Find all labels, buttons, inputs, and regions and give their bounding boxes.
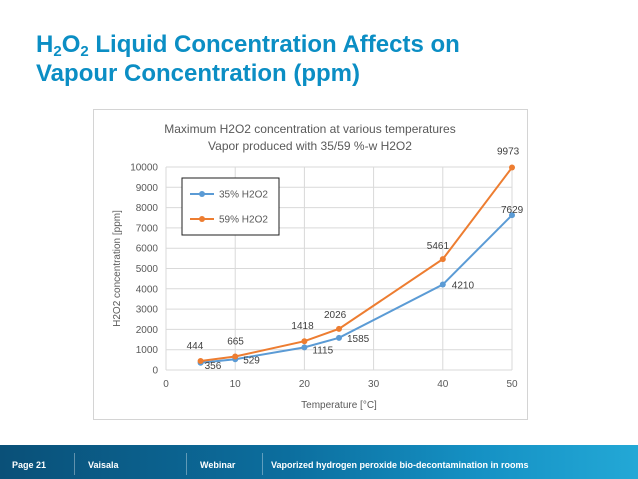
y-tick-label: 1000 <box>136 345 159 356</box>
data-label: 7629 <box>501 205 524 216</box>
data-label: 9973 <box>497 147 520 158</box>
data-point <box>336 325 342 332</box>
slide-title: H2O2 Liquid Concentration Affects on Vap… <box>36 30 626 88</box>
data-point <box>439 281 446 288</box>
chart-frame: Maximum H2O2 concentration at various te… <box>93 109 528 420</box>
data-label: 4210 <box>452 281 475 292</box>
chart-subtitle: Vapor produced with 35/59 %-w H2O2 <box>208 139 412 153</box>
x-tick-label: 30 <box>368 379 380 390</box>
slide-title-line1: H2O2 Liquid Concentration Affects on <box>36 30 626 59</box>
y-tick-label: 3000 <box>136 305 159 316</box>
title-part-o: O <box>61 31 81 58</box>
data-point <box>509 164 515 171</box>
data-label: 665 <box>227 337 244 348</box>
title-subscript-2a: 2 <box>53 43 62 60</box>
footer-event-type: Webinar <box>200 460 236 470</box>
series-line-1 <box>200 214 513 364</box>
footer-topic: Vaporized hydrogen peroxide bio-decontam… <box>271 460 529 470</box>
title-subscript-2b: 2 <box>80 43 89 60</box>
legend-swatch-marker <box>199 216 205 222</box>
data-point <box>439 256 446 263</box>
chart-title: Maximum H2O2 concentration at various te… <box>164 122 455 136</box>
series-line-2 <box>200 166 513 362</box>
data-label: 529 <box>243 355 260 366</box>
x-axis-label: Temperature [°C] <box>301 400 377 411</box>
y-axis-label: H2O2 concentration [ppm] <box>112 210 123 327</box>
title-part-h: H <box>36 31 54 58</box>
data-point <box>336 334 342 341</box>
data-label: 2026 <box>324 310 347 321</box>
y-tick-label: 4000 <box>136 284 159 295</box>
data-point <box>197 357 204 364</box>
data-point <box>232 353 239 360</box>
legend-entry: 35% H2O2 <box>219 190 268 201</box>
y-tick-label: 6000 <box>136 244 159 255</box>
data-label: 356 <box>205 361 222 372</box>
data-point <box>509 212 515 219</box>
x-tick-label: 10 <box>230 379 242 390</box>
footer-bar: Page 21 Vaisala Webinar Vaporized hydrog… <box>0 445 638 479</box>
data-label: 1585 <box>347 334 370 345</box>
y-tick-label: 8000 <box>136 203 159 214</box>
data-label: 1418 <box>291 321 314 332</box>
y-tick-label: 7000 <box>136 223 159 234</box>
footer-separator <box>74 453 75 475</box>
data-label: 5461 <box>427 241 450 252</box>
y-tick-label: 5000 <box>136 264 159 275</box>
y-tick-label: 0 <box>152 366 158 377</box>
line-chart: Maximum H2O2 concentration at various te… <box>112 122 524 411</box>
footer-separator <box>186 453 187 475</box>
legend-box <box>181 177 280 236</box>
data-point <box>301 338 308 345</box>
slide-title-line2: Vapour Concentration (ppm) <box>36 60 360 87</box>
legend-entry: 59% H2O2 <box>219 215 268 226</box>
x-tick-label: 0 <box>163 379 169 390</box>
y-tick-label: 9000 <box>136 183 159 194</box>
data-label: 444 <box>187 341 204 352</box>
data-point <box>301 344 308 351</box>
y-tick-label: 10000 <box>130 163 158 174</box>
y-tick-label: 2000 <box>136 325 159 336</box>
title-part-rest: Liquid Concentration Affects on <box>88 31 460 58</box>
x-tick-label: 50 <box>506 379 518 390</box>
footer-company: Vaisala <box>88 460 119 470</box>
data-label: 1115 <box>312 345 333 356</box>
footer-separator <box>262 453 263 475</box>
x-tick-label: 40 <box>437 379 449 390</box>
legend-swatch-marker <box>199 191 205 197</box>
footer-page-number: Page 21 <box>12 460 47 470</box>
x-tick-label: 20 <box>299 379 311 390</box>
